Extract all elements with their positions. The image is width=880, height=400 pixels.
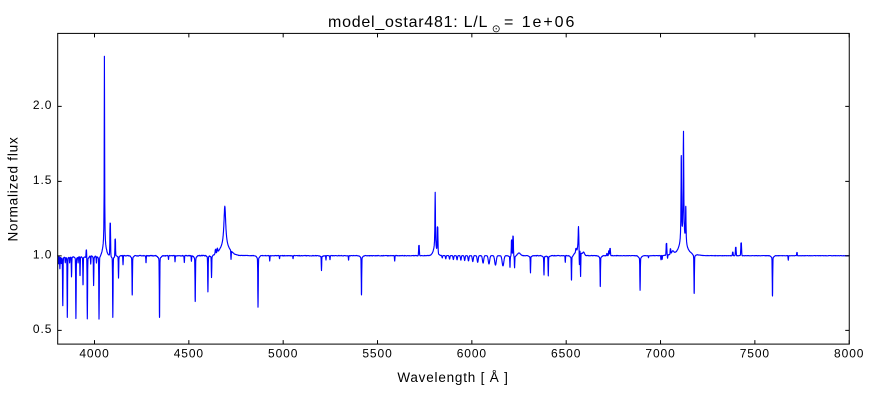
svg-text:Wavelength [ Å ]: Wavelength [ Å ] [397,370,508,385]
svg-text:6000: 6000 [457,347,487,361]
svg-text:4500: 4500 [174,347,204,361]
svg-text:Normalized flux: Normalized flux [6,136,21,241]
svg-text:= 1e+06: = 1e+06 [504,14,576,31]
svg-text:4000: 4000 [79,347,109,361]
svg-text:1.5: 1.5 [33,173,52,187]
svg-text:6500: 6500 [551,347,581,361]
svg-text:2.0: 2.0 [33,98,52,112]
svg-text:7500: 7500 [740,347,770,361]
svg-text:5500: 5500 [362,347,392,361]
svg-text:1.0: 1.0 [33,248,52,262]
svg-text:0.5: 0.5 [33,322,52,336]
svg-text:7000: 7000 [645,347,675,361]
svg-text:model_ostar481: L/L: model_ostar481: L/L [328,14,488,31]
svg-text:8000: 8000 [834,347,864,361]
svg-text:5000: 5000 [268,347,298,361]
